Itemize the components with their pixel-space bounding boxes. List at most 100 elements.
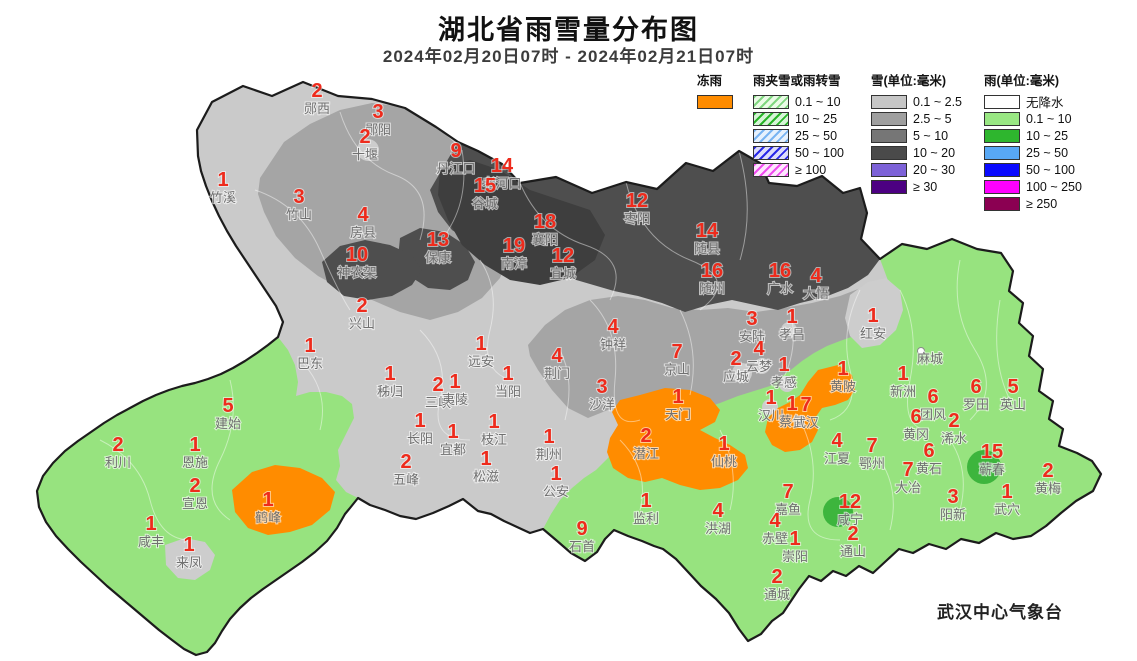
map-station: 1竹溪 (209, 168, 237, 207)
station-value: 6 (910, 406, 921, 428)
station-name: 仙桃 (711, 455, 737, 470)
station-name: 随县 (694, 242, 720, 257)
station-value: 3 (947, 486, 958, 508)
station-value: 1 (640, 490, 651, 512)
legend-swatch (984, 128, 1020, 143)
station-name: 十堰 (352, 148, 378, 163)
station-value: 12 (552, 245, 574, 267)
legend-column: 雪(单位:毫米) 0.1 ~ 2.5 2.5 ~ 5 5 ~ 10 10 ~ 20 20 … (871, 70, 962, 195)
map-station: 2潜江 (632, 424, 660, 463)
station-name: 武汉 (793, 416, 819, 431)
legend-item-label: 10 ~ 25 (795, 111, 838, 126)
station-value: 1 (786, 393, 797, 415)
map-station: 1武穴 (993, 480, 1021, 519)
station-name: 巴东 (297, 357, 323, 372)
station-name: 荆门 (544, 366, 570, 382)
station-value: 2 (359, 126, 370, 148)
legend-swatch (753, 128, 789, 143)
map-station: 1汉川 (757, 386, 785, 425)
station-name: 宜城 (550, 267, 576, 282)
station-value: 1 (778, 354, 789, 376)
map-station: 麻城 (916, 347, 944, 368)
map-station: 3竹山 (285, 185, 313, 224)
legend-swatch (871, 145, 907, 160)
map-station: 1巴东 (296, 334, 324, 373)
legend-swatch (871, 128, 907, 143)
map-station: 5建始 (214, 394, 242, 433)
station-value: 3 (596, 376, 607, 398)
legend-item-label: 0.1 ~ 2.5 (913, 94, 962, 109)
station-name: 恩施 (182, 456, 208, 471)
station-value: 2 (189, 475, 200, 497)
station-value: 2 (730, 348, 741, 370)
station-name: 孝感 (771, 375, 797, 391)
station-value: 3 (746, 308, 757, 330)
station-name: 房县 (350, 225, 376, 241)
light-patch-hanchuan (762, 399, 778, 415)
station-value: 7 (866, 435, 877, 457)
station-value: 1 (145, 513, 156, 535)
station-name: 南漳 (501, 256, 527, 272)
station-name: 神农架 (337, 266, 376, 281)
station-name: 鹤峰 (255, 510, 281, 526)
station-value: 1 (475, 333, 486, 355)
legend-item: 无降水 (984, 93, 1082, 110)
legend-item: ≥ 250 (984, 195, 1082, 212)
station-name: 利川 (105, 456, 131, 471)
station-value: 15 (981, 441, 1003, 463)
station-value: 2 (311, 80, 322, 102)
map-station: 2应城 (722, 347, 750, 386)
legend-column-title: 冻雨 (697, 74, 723, 88)
station-name: 鄂州 (859, 457, 885, 472)
map-station: 2十堰 (351, 125, 379, 164)
station-value: 1 (189, 434, 200, 456)
station-value: 1 (897, 363, 908, 385)
station-name: 保康 (425, 250, 451, 266)
map-station: 1恩施 (181, 433, 209, 472)
map-station: 1远安 (467, 332, 495, 371)
station-value: 13 (427, 229, 449, 251)
station-name: 秭归 (377, 385, 403, 400)
station-value: 1 (304, 335, 315, 357)
legend-item: 25 ~ 50 (984, 144, 1082, 161)
station-name: 京山 (664, 363, 690, 378)
station-name: 汉川 (758, 409, 784, 424)
legend-column: 雨夹雪或雨转雪 0.1 ~ 10 10 ~ 25 25 ~ 50 50 ~ 100 ≥ 1… (753, 70, 844, 178)
map-station: 1松滋 (472, 447, 500, 486)
station-value: 4 (831, 430, 843, 452)
station-value: 16 (769, 260, 791, 282)
map-station: 1崇阳 (781, 527, 809, 566)
station-name: 夷陵 (442, 392, 468, 408)
map-station: 1当阳 (494, 362, 522, 401)
legend-item: 0.1 ~ 2.5 (871, 93, 962, 110)
station-value: 9 (576, 518, 587, 540)
station-name: 潜江 (633, 447, 659, 462)
legend-item: 0.1 ~ 10 (753, 93, 844, 110)
map-station: 2通城 (763, 565, 791, 604)
station-name: 团风 (920, 408, 946, 423)
map-station: 1红安 (859, 304, 887, 343)
snow-patch-laifeng (165, 538, 215, 580)
county-boundaries (99, 111, 1011, 541)
map-station: 2五峰 (392, 450, 420, 489)
station-name: 荆州 (536, 447, 562, 463)
station-name: 宜都 (440, 443, 466, 458)
legend-item-label: 0.1 ~ 10 (1026, 111, 1072, 126)
station-value: 12 (839, 491, 861, 513)
legend-item: 5 ~ 10 (871, 127, 962, 144)
map-station: 1枝江 (480, 410, 508, 449)
legend-item: 10 ~ 25 (753, 110, 844, 127)
station-name: 赤壁 (762, 532, 788, 547)
legend-item-label: 5 ~ 10 (913, 128, 949, 143)
snow-region-darkest-xiangyang (438, 160, 605, 285)
station-value: 1 (480, 448, 491, 470)
station-value: 4 (712, 500, 724, 522)
legend-item: ≥ 30 (871, 178, 962, 195)
legend-swatch (697, 94, 733, 109)
station-value: 4 (769, 510, 781, 532)
station-name: 竹溪 (210, 191, 236, 206)
map-station: 1公安 (542, 462, 570, 501)
map-station: 2郧西 (303, 79, 331, 118)
station-name: 来凤 (176, 556, 202, 571)
